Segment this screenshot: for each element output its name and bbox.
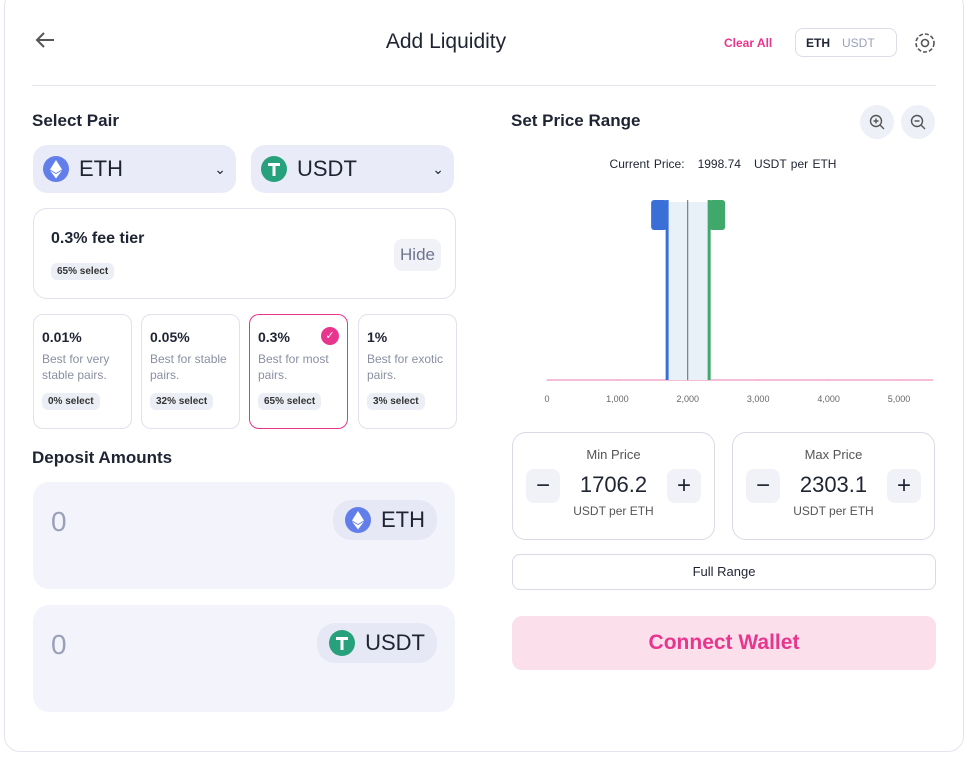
x-tick-label: 3,000	[747, 394, 770, 404]
fee-tier[interactable]: 0.05% Best for stable pairs. 32% select	[141, 314, 240, 429]
price-chart: 0 1,000 2,000 3,000 4,000 5,000	[544, 200, 933, 404]
currency-toggle: ETH USDT	[795, 28, 897, 57]
clear-all[interactable]: Clear All	[724, 36, 773, 50]
token-chip: USDT	[317, 623, 437, 663]
deposit-input[interactable]: 0 ETH	[33, 482, 455, 589]
section-label: Select Pair	[32, 111, 119, 130]
description: Best for most pairs.	[258, 352, 329, 382]
usdt-icon	[261, 156, 287, 182]
deposit-input[interactable]: 0 USDT	[33, 605, 455, 712]
fee: 0.3%	[258, 329, 290, 345]
token-select[interactable]: ETH ⌄	[33, 145, 236, 193]
unit: USDT per ETH	[753, 157, 837, 171]
fee-tier[interactable]: 1% Best for exotic pairs. 3% select	[358, 314, 457, 429]
eth-icon	[345, 507, 371, 533]
usdt-icon	[329, 630, 356, 656]
description: Best for stable pairs.	[150, 352, 227, 382]
description: Best for very stable pairs.	[42, 352, 110, 382]
fee-selected: 0.3% fee tier	[51, 230, 145, 247]
decrement[interactable]: −	[746, 469, 780, 503]
value[interactable]: 2303.1	[799, 472, 868, 497]
label: Max Price	[804, 447, 863, 462]
connect-wallet[interactable]: Connect Wallet	[512, 616, 936, 670]
description: Best for exotic pairs.	[367, 352, 444, 382]
section-label: Set Price Range	[511, 111, 641, 130]
token-name: ETH	[79, 156, 123, 181]
amount: 0	[51, 629, 67, 660]
fee: 0.01%	[42, 329, 82, 345]
badge: 0% select	[42, 393, 100, 410]
toggle-option[interactable]: USDT	[842, 35, 875, 50]
check: ✓	[321, 327, 339, 345]
card	[4, 0, 964, 752]
badge: 65% select	[258, 393, 322, 410]
fee: 1%	[367, 329, 388, 345]
current-price: Current Price: 1998.74 USDT per ETH	[511, 157, 935, 171]
token-name: ETH	[381, 507, 425, 532]
zoom-controls[interactable]	[859, 104, 939, 140]
fee-tier[interactable]: 0.01% Best for very stable pairs. 0% selec…	[33, 314, 132, 429]
hide-button[interactable]: Hide	[394, 239, 441, 271]
badge: 3% select	[367, 393, 425, 410]
value[interactable]: 1706.2	[579, 472, 648, 497]
divider	[32, 85, 936, 86]
decrement[interactable]: −	[526, 469, 560, 503]
token-name: USDT	[365, 630, 425, 655]
min-price-box: Min Price 1706.2 USDT per ETH − +	[512, 432, 715, 540]
eth-icon	[43, 156, 69, 182]
badge: 32% select	[150, 393, 214, 410]
max-handle	[709, 200, 726, 230]
fee-tier[interactable]: 0.3% Best for most pairs. 65% select ✓	[249, 314, 348, 429]
token-chip: ETH	[333, 500, 437, 540]
label: Current Price:	[609, 157, 685, 171]
full-range-button[interactable]: Full Range	[512, 554, 936, 590]
section-label: Deposit Amounts	[32, 448, 173, 467]
token-name: USDT	[297, 156, 357, 181]
min-handle	[651, 200, 668, 230]
fee-badge: 65% select	[51, 263, 115, 280]
title: Add Liquidity	[385, 30, 507, 53]
fee-summary: 0.3% fee tier 65% select Hide	[33, 208, 456, 299]
label: Min Price	[586, 447, 641, 462]
fee: 0.05%	[150, 329, 190, 345]
value: 1998.74	[697, 157, 741, 171]
back-button[interactable]	[34, 30, 58, 50]
x-tick-label: 0	[544, 394, 549, 404]
unit: USDT per ETH	[793, 504, 874, 518]
x-tick-label: 4,000	[817, 394, 840, 404]
token-select[interactable]: USDT ⌄	[251, 145, 454, 193]
x-tick-label: 1,000	[606, 394, 629, 404]
max-price-box: Max Price 2303.1 USDT per ETH − +	[732, 432, 935, 540]
amount: 0	[51, 506, 67, 537]
increment[interactable]: +	[667, 469, 701, 503]
increment[interactable]: +	[887, 469, 921, 503]
x-tick-label: 2,000	[677, 394, 700, 404]
settings[interactable]	[913, 31, 937, 55]
x-tick-label: 5,000	[888, 394, 911, 404]
toggle-option[interactable]: ETH	[806, 35, 830, 50]
unit: USDT per ETH	[573, 504, 654, 518]
